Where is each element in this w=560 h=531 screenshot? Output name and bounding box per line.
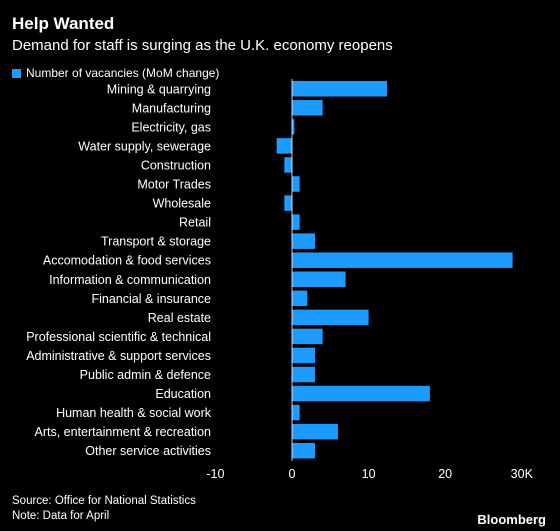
x-tick-label: 20 <box>438 467 452 481</box>
category-label: Real estate <box>148 311 211 325</box>
x-tick-label: 0 <box>289 467 296 481</box>
category-label: Other service activities <box>85 444 211 458</box>
category-label: Transport & storage <box>101 235 211 249</box>
note-text: Note: Data for April <box>12 510 110 522</box>
bar <box>292 309 369 326</box>
bar <box>292 385 430 402</box>
bar <box>292 100 323 116</box>
bar <box>292 423 338 440</box>
bar <box>284 195 292 211</box>
source-text: Source: Office for National Statistics <box>12 495 196 507</box>
category-label: Professional scientific & technical <box>26 330 211 344</box>
category-label: Accomodation & food services <box>43 254 211 268</box>
category-label: Mining & quarrying <box>107 82 211 96</box>
category-label: Retail <box>179 216 211 230</box>
bar <box>292 252 513 268</box>
bar <box>292 442 315 459</box>
chart-subtitle: Demand for staff is surging as the U.K. … <box>12 37 393 54</box>
bloomberg-logo: Bloomberg <box>477 512 546 527</box>
bar <box>292 233 315 249</box>
bar <box>292 290 308 307</box>
category-label: Electricity, gas <box>131 120 211 134</box>
category-label: Arts, entertainment & recreation <box>35 425 212 439</box>
category-label: Manufacturing <box>132 101 211 115</box>
bar <box>292 176 300 192</box>
bar <box>284 157 292 173</box>
x-tick-label: 10 <box>362 467 376 481</box>
legend-label: Number of vacancies (MoM change) <box>26 66 220 80</box>
category-label: Wholesale <box>153 197 211 211</box>
category-label: Administrative & support services <box>26 349 211 363</box>
bar <box>292 328 323 345</box>
category-label: Construction <box>141 158 211 172</box>
bar <box>292 404 300 421</box>
source-note: Source: Office for National Statistics N… <box>12 494 196 524</box>
category-label: Water supply, sewerage <box>78 139 211 153</box>
category-label: Motor Trades <box>137 178 211 192</box>
bar <box>292 366 315 383</box>
category-label: Public admin & defence <box>80 368 211 382</box>
category-label: Education <box>155 387 211 401</box>
chart-title: Help Wanted <box>12 14 115 33</box>
bar <box>292 347 315 364</box>
category-label: Information & communication <box>49 273 211 287</box>
bar <box>292 81 387 97</box>
bar <box>292 119 295 135</box>
x-tick-label: -10 <box>206 467 224 481</box>
x-tick-label: 30K <box>511 467 534 481</box>
legend-swatch <box>12 68 21 78</box>
bar <box>276 138 292 154</box>
bar <box>292 271 346 287</box>
category-label: Human health & social work <box>56 406 212 420</box>
bar <box>292 214 300 230</box>
legend: Number of vacancies (MoM change) <box>12 66 219 80</box>
category-label: Financial & insurance <box>91 292 211 306</box>
